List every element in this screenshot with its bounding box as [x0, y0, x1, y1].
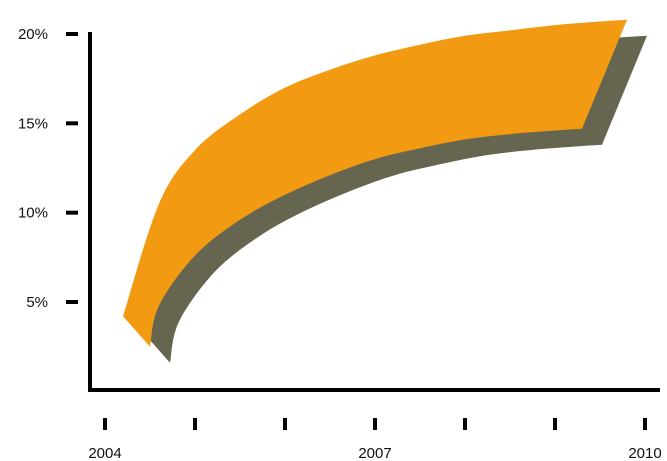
x-tick-mark: [193, 418, 197, 430]
axes: [88, 32, 660, 392]
x-tick-label: 2004: [88, 445, 121, 461]
x-tick-mark: [373, 418, 377, 430]
y-tick-label: 15%: [18, 115, 48, 132]
y-tick-label: 10%: [18, 205, 48, 222]
x-tick-mark: [283, 418, 287, 430]
y-tick-label: 5%: [26, 294, 48, 311]
y-tick-mark: [66, 121, 78, 126]
x-tick-label: 2010: [628, 445, 661, 461]
x-tick-mark: [103, 418, 107, 430]
y-ticks: 5% 10% 15% 20%: [18, 26, 78, 311]
y-tick-mark: [66, 32, 78, 36]
x-ticks: 2004 2007 2010: [88, 418, 662, 461]
x-tick-mark: [643, 418, 647, 430]
x-tick-mark: [553, 418, 557, 430]
x-tick-mark: [463, 418, 467, 430]
band-shape: [123, 19, 627, 347]
y-tick-mark: [66, 210, 78, 215]
band-area: [123, 19, 627, 347]
x-tick-label: 2007: [358, 445, 391, 461]
y-tick-label: 20%: [18, 26, 48, 43]
y-tick-mark: [66, 300, 78, 304]
